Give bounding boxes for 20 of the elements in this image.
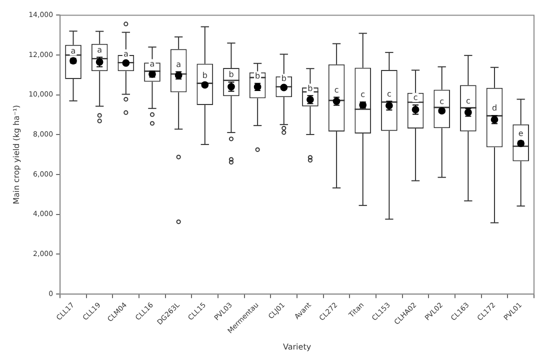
annotation: d xyxy=(492,104,498,113)
annotation: b xyxy=(308,84,313,93)
annotation: c xyxy=(360,90,366,100)
annotation: c xyxy=(386,89,392,98)
y-axis-title: Main crop yield (kg ha⁻¹) xyxy=(12,104,21,204)
annotation: c xyxy=(440,96,444,106)
annotation: b xyxy=(228,70,234,80)
annotation: a xyxy=(70,46,76,56)
annotation: c xyxy=(466,96,470,106)
annotation: b xyxy=(255,71,260,80)
annotation: a xyxy=(176,60,182,69)
annotation: a xyxy=(150,59,155,68)
annotation: b xyxy=(281,74,286,83)
annotation: b xyxy=(202,71,208,80)
annotation: c xyxy=(413,93,418,102)
annotation: a xyxy=(123,49,128,58)
annotation: e xyxy=(518,129,524,138)
annotation: c xyxy=(334,85,339,94)
annotation: a xyxy=(97,45,102,54)
x-axis-title: Variety xyxy=(283,342,312,352)
